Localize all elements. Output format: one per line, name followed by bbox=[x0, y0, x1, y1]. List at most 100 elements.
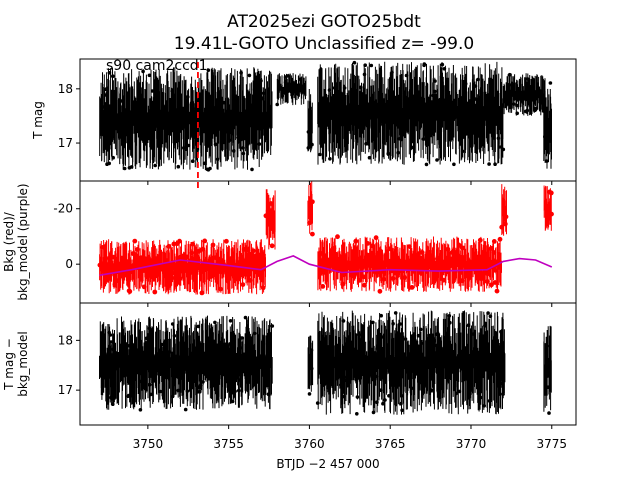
data-point bbox=[347, 103, 351, 107]
data-point bbox=[403, 337, 408, 341]
data-point bbox=[490, 132, 495, 137]
data-point bbox=[182, 146, 186, 150]
data-point bbox=[200, 246, 206, 252]
data-point bbox=[543, 134, 547, 139]
data-point bbox=[434, 332, 439, 337]
data-point bbox=[189, 101, 194, 105]
data-point bbox=[373, 260, 379, 265]
data-point bbox=[190, 106, 195, 111]
data-point bbox=[352, 117, 357, 121]
data-point bbox=[177, 276, 183, 282]
data-point bbox=[547, 411, 551, 415]
data-point bbox=[252, 87, 257, 92]
data-point bbox=[388, 103, 393, 108]
data-point bbox=[237, 378, 242, 382]
data-point bbox=[429, 100, 433, 105]
data-point bbox=[365, 241, 370, 246]
data-point bbox=[114, 267, 120, 273]
data-point bbox=[477, 237, 483, 243]
data-point bbox=[215, 157, 220, 161]
data-point bbox=[366, 123, 370, 128]
data-point bbox=[259, 79, 263, 83]
data-point bbox=[516, 89, 520, 94]
data-point bbox=[177, 261, 183, 266]
data-point bbox=[362, 72, 367, 77]
data-point bbox=[340, 281, 346, 287]
data-point bbox=[502, 221, 508, 227]
data-point bbox=[103, 93, 108, 97]
data-point bbox=[130, 354, 135, 358]
data-point bbox=[526, 88, 530, 92]
data-point bbox=[330, 375, 335, 379]
data-point bbox=[241, 146, 245, 150]
data-point bbox=[370, 243, 375, 249]
data-point bbox=[213, 255, 219, 261]
data-point bbox=[171, 380, 176, 385]
data-point bbox=[332, 86, 337, 90]
data-point bbox=[501, 351, 506, 356]
data-point bbox=[339, 383, 343, 387]
data-point bbox=[185, 389, 190, 393]
data-point bbox=[494, 288, 500, 294]
data-point bbox=[449, 250, 455, 255]
data-point bbox=[107, 71, 112, 75]
data-point bbox=[398, 322, 403, 326]
ylabel-line: bkg_model (purple) bbox=[16, 183, 30, 300]
data-point bbox=[397, 137, 402, 141]
data-point bbox=[390, 380, 395, 385]
data-point bbox=[149, 392, 153, 397]
data-point bbox=[410, 145, 414, 150]
series-band-0 bbox=[99, 315, 273, 410]
data-point bbox=[375, 400, 379, 405]
data-point bbox=[127, 393, 131, 398]
data-point bbox=[454, 259, 460, 265]
data-point bbox=[298, 77, 303, 81]
data-point bbox=[209, 131, 214, 136]
data-point bbox=[426, 97, 431, 101]
data-point bbox=[473, 97, 478, 101]
data-point bbox=[248, 278, 253, 283]
data-point bbox=[342, 86, 347, 90]
data-point bbox=[416, 333, 421, 338]
data-point bbox=[547, 189, 552, 195]
data-point bbox=[484, 253, 490, 259]
data-point bbox=[376, 346, 380, 351]
data-point bbox=[260, 285, 266, 291]
series-band-1 bbox=[307, 335, 314, 392]
data-point bbox=[222, 100, 226, 105]
data-point bbox=[525, 77, 530, 81]
data-point bbox=[130, 111, 134, 116]
data-point bbox=[373, 235, 379, 241]
data-point bbox=[218, 286, 223, 292]
data-point bbox=[307, 392, 312, 396]
data-point bbox=[410, 107, 414, 112]
data-point bbox=[486, 311, 490, 315]
data-point bbox=[159, 342, 164, 347]
data-point bbox=[419, 96, 423, 101]
data-point bbox=[437, 256, 442, 262]
data-point bbox=[186, 95, 190, 99]
data-point bbox=[523, 109, 528, 114]
middle-panel-yticks: 0 -20 bbox=[53, 202, 80, 271]
data-point bbox=[397, 99, 402, 103]
data-point bbox=[442, 67, 447, 71]
data-point bbox=[381, 269, 387, 275]
data-point bbox=[243, 315, 248, 320]
data-point bbox=[197, 385, 202, 390]
data-point bbox=[196, 324, 201, 329]
data-point bbox=[228, 354, 232, 358]
data-point bbox=[307, 220, 312, 226]
data-point bbox=[102, 114, 107, 118]
data-point bbox=[447, 260, 453, 266]
x-axis-label: BTJD −2 457 000 bbox=[276, 457, 379, 471]
data-point bbox=[478, 395, 483, 400]
data-point bbox=[358, 85, 363, 90]
data-point bbox=[138, 379, 142, 384]
y-tick-label: 17 bbox=[58, 136, 73, 150]
data-point bbox=[534, 106, 538, 111]
data-point bbox=[492, 267, 498, 273]
data-point bbox=[222, 358, 227, 363]
data-point bbox=[433, 79, 437, 83]
data-point bbox=[383, 398, 387, 402]
